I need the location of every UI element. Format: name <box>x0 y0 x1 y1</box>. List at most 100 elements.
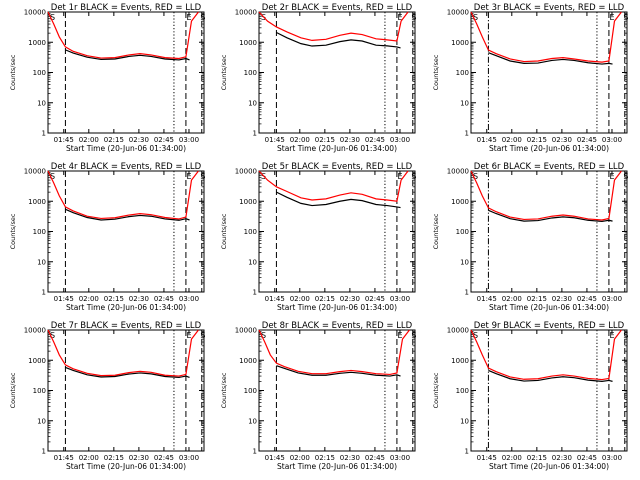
y-axis-label: Counts/sec <box>432 372 440 408</box>
y-axis-label: Counts/sec <box>220 213 228 249</box>
x-tick-label: 03:00 <box>390 136 410 144</box>
y-axis-label: Counts/sec <box>432 54 440 90</box>
x-axis-label: Start Time (20-Jun-06 01:34:00) <box>66 462 186 471</box>
detector-panel-3: Det 3r BLACK = Events, RED = LLD 1 10 100 10… <box>432 3 629 153</box>
x-tick-label: 01:45 <box>54 295 74 303</box>
corner-label: S <box>50 331 55 340</box>
y-tick-label: 100 <box>456 387 469 395</box>
y-tick-label: 1000 <box>239 198 257 206</box>
x-tick-label: 02:30 <box>129 295 149 303</box>
y-tick-label: 100 <box>456 69 469 77</box>
plot-frame <box>258 329 416 452</box>
x-tick-label: 02:30 <box>340 454 360 462</box>
events-series-line <box>65 366 190 379</box>
x-axis-label: Start Time (20-Jun-06 01:34:00) <box>277 303 397 312</box>
lld-series-line <box>258 170 409 202</box>
lld-series-line <box>47 329 199 377</box>
corner-label: E <box>610 13 615 22</box>
corner-label: E <box>398 331 403 340</box>
x-tick-label: 01:45 <box>54 454 74 462</box>
lld-series-line <box>47 11 199 60</box>
x-tick-label: 02:30 <box>340 295 360 303</box>
events-series-line <box>276 365 401 377</box>
x-tick-label: 02:00 <box>502 454 522 462</box>
y-tick-label: 1 <box>465 448 469 456</box>
y-tick-label: 10 <box>37 99 46 107</box>
corner-label: S <box>623 13 628 22</box>
y-tick-label: 1000 <box>28 39 46 47</box>
x-tick-label: 02:30 <box>129 454 149 462</box>
detector-panel-7: Det 7r BLACK = Events, RED = LLD 1 10 100 10… <box>9 321 206 471</box>
events-series-line <box>488 369 613 382</box>
corner-label: S <box>473 13 478 22</box>
corner-label: E <box>610 331 615 340</box>
y-tick-label: 100 <box>244 228 257 236</box>
detector-panel-2: Det 2r BLACK = Events, RED = LLD 1 10 100 10… <box>220 3 417 153</box>
events-series-line <box>276 191 401 209</box>
y-axis-label: Counts/sec <box>9 213 17 249</box>
x-tick-label: 01:45 <box>477 136 497 144</box>
y-tick-label: 100 <box>33 228 46 236</box>
x-tick-label: 03:00 <box>179 454 199 462</box>
x-tick-label: 01:45 <box>265 295 285 303</box>
x-tick-label: 02:15 <box>315 295 335 303</box>
x-tick-label: 02:30 <box>552 295 572 303</box>
y-tick-label: 100 <box>33 69 46 77</box>
x-tick-label: 03:00 <box>390 295 410 303</box>
corner-label: E <box>187 13 192 22</box>
y-tick-label: 10000 <box>447 327 469 335</box>
y-axis-label: Counts/sec <box>220 372 228 408</box>
lld-series-line <box>258 11 409 42</box>
x-tick-label: 02:45 <box>577 454 597 462</box>
y-tick-label: 1000 <box>239 39 257 47</box>
detector-panel-8: Det 8r BLACK = Events, RED = LLD 1 10 100 10… <box>220 321 417 471</box>
x-tick-label: 03:00 <box>602 295 622 303</box>
x-tick-label: 02:15 <box>315 454 335 462</box>
detector-panel-5: Det 5r BLACK = Events, RED = LLD 1 10 100 10… <box>220 162 417 312</box>
detector-panel-1: Det 1r BLACK = Events, RED = LLD 1 10 100 10… <box>9 3 206 153</box>
lld-series-line <box>470 170 622 221</box>
y-axis-label: Counts/sec <box>432 213 440 249</box>
x-axis-label: Start Time (20-Jun-06 01:34:00) <box>66 144 186 153</box>
x-tick-label: 02:15 <box>104 295 124 303</box>
y-tick-label: 10000 <box>24 9 46 17</box>
lld-series-line <box>47 170 199 220</box>
y-tick-label: 1 <box>465 289 469 297</box>
y-tick-label: 1 <box>42 130 46 138</box>
panel-title: Det 5r BLACK = Events, RED = LLD <box>262 162 413 172</box>
corner-label: S <box>473 331 478 340</box>
x-tick-label: 02:45 <box>154 136 174 144</box>
corner-label: S <box>261 331 266 340</box>
events-series-line <box>488 209 613 223</box>
events-series-line <box>276 31 401 49</box>
y-tick-label: 10000 <box>235 327 257 335</box>
y-tick-label: 100 <box>244 387 257 395</box>
panel-title: Det 3r BLACK = Events, RED = LLD <box>474 3 625 13</box>
events-series-line <box>488 52 613 65</box>
x-tick-label: 02:00 <box>290 295 310 303</box>
panel-title: Det 9r BLACK = Events, RED = LLD <box>474 321 625 331</box>
corner-label: S <box>200 172 205 181</box>
x-tick-label: 02:00 <box>79 136 99 144</box>
y-tick-label: 1000 <box>28 198 46 206</box>
x-tick-label: 01:45 <box>265 136 285 144</box>
x-tick-label: 02:30 <box>552 454 572 462</box>
x-axis-label: Start Time (20-Jun-06 01:34:00) <box>277 144 397 153</box>
y-axis-label: Counts/sec <box>220 54 228 90</box>
x-tick-label: 01:45 <box>54 136 74 144</box>
x-tick-label: 02:15 <box>527 136 547 144</box>
x-tick-label: 02:15 <box>527 295 547 303</box>
plot-frame <box>470 170 628 293</box>
detector-panel-6: Det 6r BLACK = Events, RED = LLD 1 10 100 10… <box>432 162 629 312</box>
corner-label: S <box>200 13 205 22</box>
x-tick-label: 01:45 <box>477 454 497 462</box>
y-tick-label: 100 <box>456 228 469 236</box>
x-tick-label: 02:30 <box>340 136 360 144</box>
x-tick-label: 02:00 <box>502 136 522 144</box>
y-tick-label: 10000 <box>235 168 257 176</box>
plot-frame <box>470 329 628 452</box>
panel-title: Det 7r BLACK = Events, RED = LLD <box>51 321 202 331</box>
corner-label: E <box>187 331 192 340</box>
y-tick-label: 10 <box>248 258 257 266</box>
y-tick-label: 1000 <box>239 357 257 365</box>
